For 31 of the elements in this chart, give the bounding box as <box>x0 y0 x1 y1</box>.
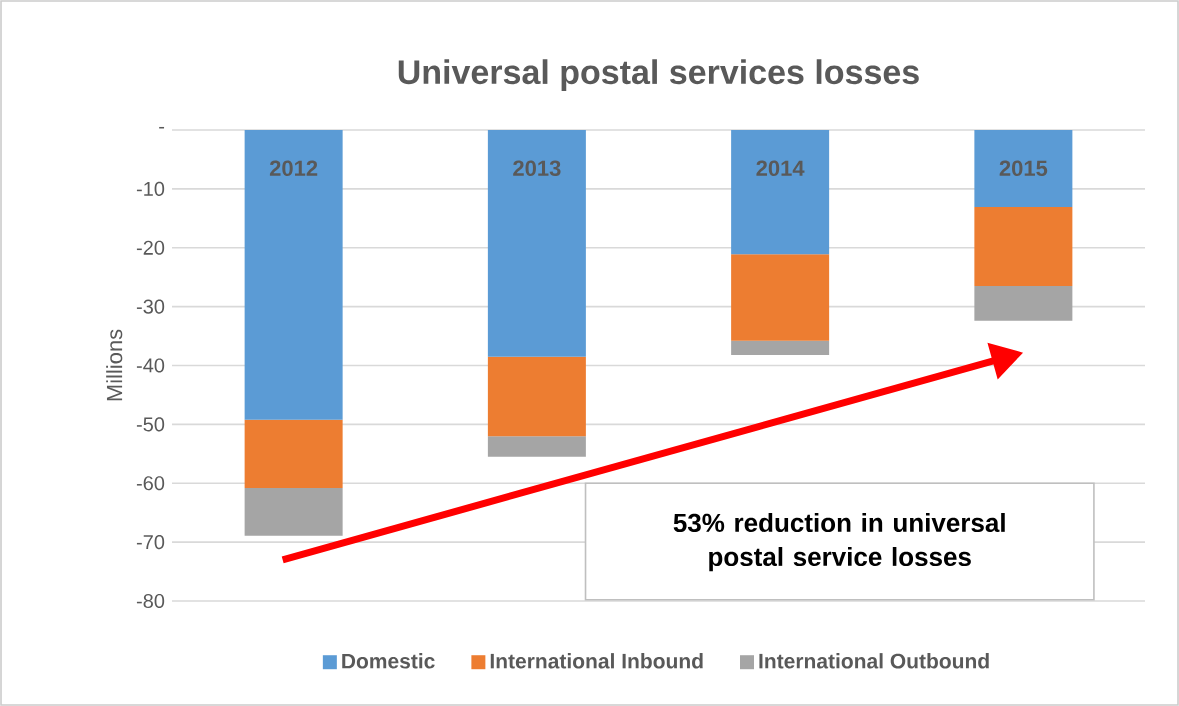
bar <box>244 129 343 420</box>
y-tick-label: -60 <box>136 476 165 491</box>
y-tick-label: -20 <box>136 240 165 255</box>
bar <box>974 286 1073 321</box>
bar <box>244 419 343 488</box>
y-tick-label: -70 <box>136 535 165 550</box>
legend-label: International Inbound <box>490 653 703 669</box>
x-tick-label: 2014 <box>756 160 805 177</box>
x-tick-label: 2012 <box>269 160 318 177</box>
bar <box>974 207 1073 287</box>
chart-title: Universal postal services losses <box>398 59 919 91</box>
y-tick-label: -30 <box>136 299 165 314</box>
legend-label: International Outbound <box>759 653 989 669</box>
y-tick-label: -80 <box>136 593 165 609</box>
y-tick-label: -40 <box>136 358 165 373</box>
legend-label: Domestic <box>342 653 435 669</box>
x-tick-label: 2015 <box>999 160 1048 177</box>
bar <box>731 340 830 355</box>
bar <box>244 487 343 536</box>
bar <box>487 356 586 437</box>
bar <box>974 129 1073 208</box>
y-tick-label: -10 <box>136 181 165 196</box>
x-tick-label: 2013 <box>513 160 561 177</box>
y-tick-label: - <box>159 126 165 129</box>
bar <box>731 254 830 341</box>
bar <box>731 129 830 255</box>
bar <box>487 129 586 357</box>
bar <box>487 436 586 457</box>
y-tick-label: -50 <box>136 417 165 432</box>
y-axis-title: Millions <box>106 329 123 401</box>
annotation: 53% reduction in universal postal service losses <box>673 512 1005 572</box>
